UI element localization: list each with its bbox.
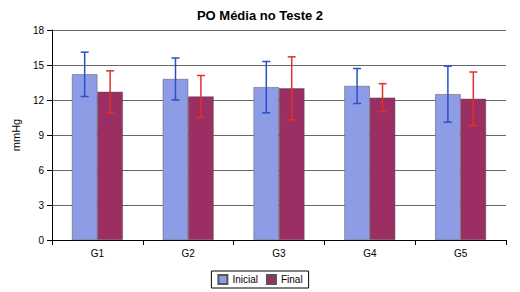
svg-text:G3: G3 bbox=[272, 248, 286, 259]
svg-text:Final: Final bbox=[281, 274, 303, 285]
svg-text:3: 3 bbox=[38, 200, 44, 211]
svg-text:mmHg: mmHg bbox=[10, 119, 22, 151]
svg-text:G4: G4 bbox=[363, 248, 377, 259]
svg-text:15: 15 bbox=[33, 60, 45, 71]
svg-text:0: 0 bbox=[38, 235, 44, 246]
svg-text:PO Média no Teste 2: PO Média no Teste 2 bbox=[197, 8, 323, 23]
svg-text:G2: G2 bbox=[182, 248, 196, 259]
svg-text:6: 6 bbox=[38, 165, 44, 176]
svg-text:18: 18 bbox=[33, 25, 45, 36]
svg-text:9: 9 bbox=[38, 130, 44, 141]
svg-text:Inicial: Inicial bbox=[232, 274, 258, 285]
svg-text:G1: G1 bbox=[91, 248, 105, 259]
svg-text:G5: G5 bbox=[454, 248, 468, 259]
svg-text:12: 12 bbox=[33, 95, 45, 106]
